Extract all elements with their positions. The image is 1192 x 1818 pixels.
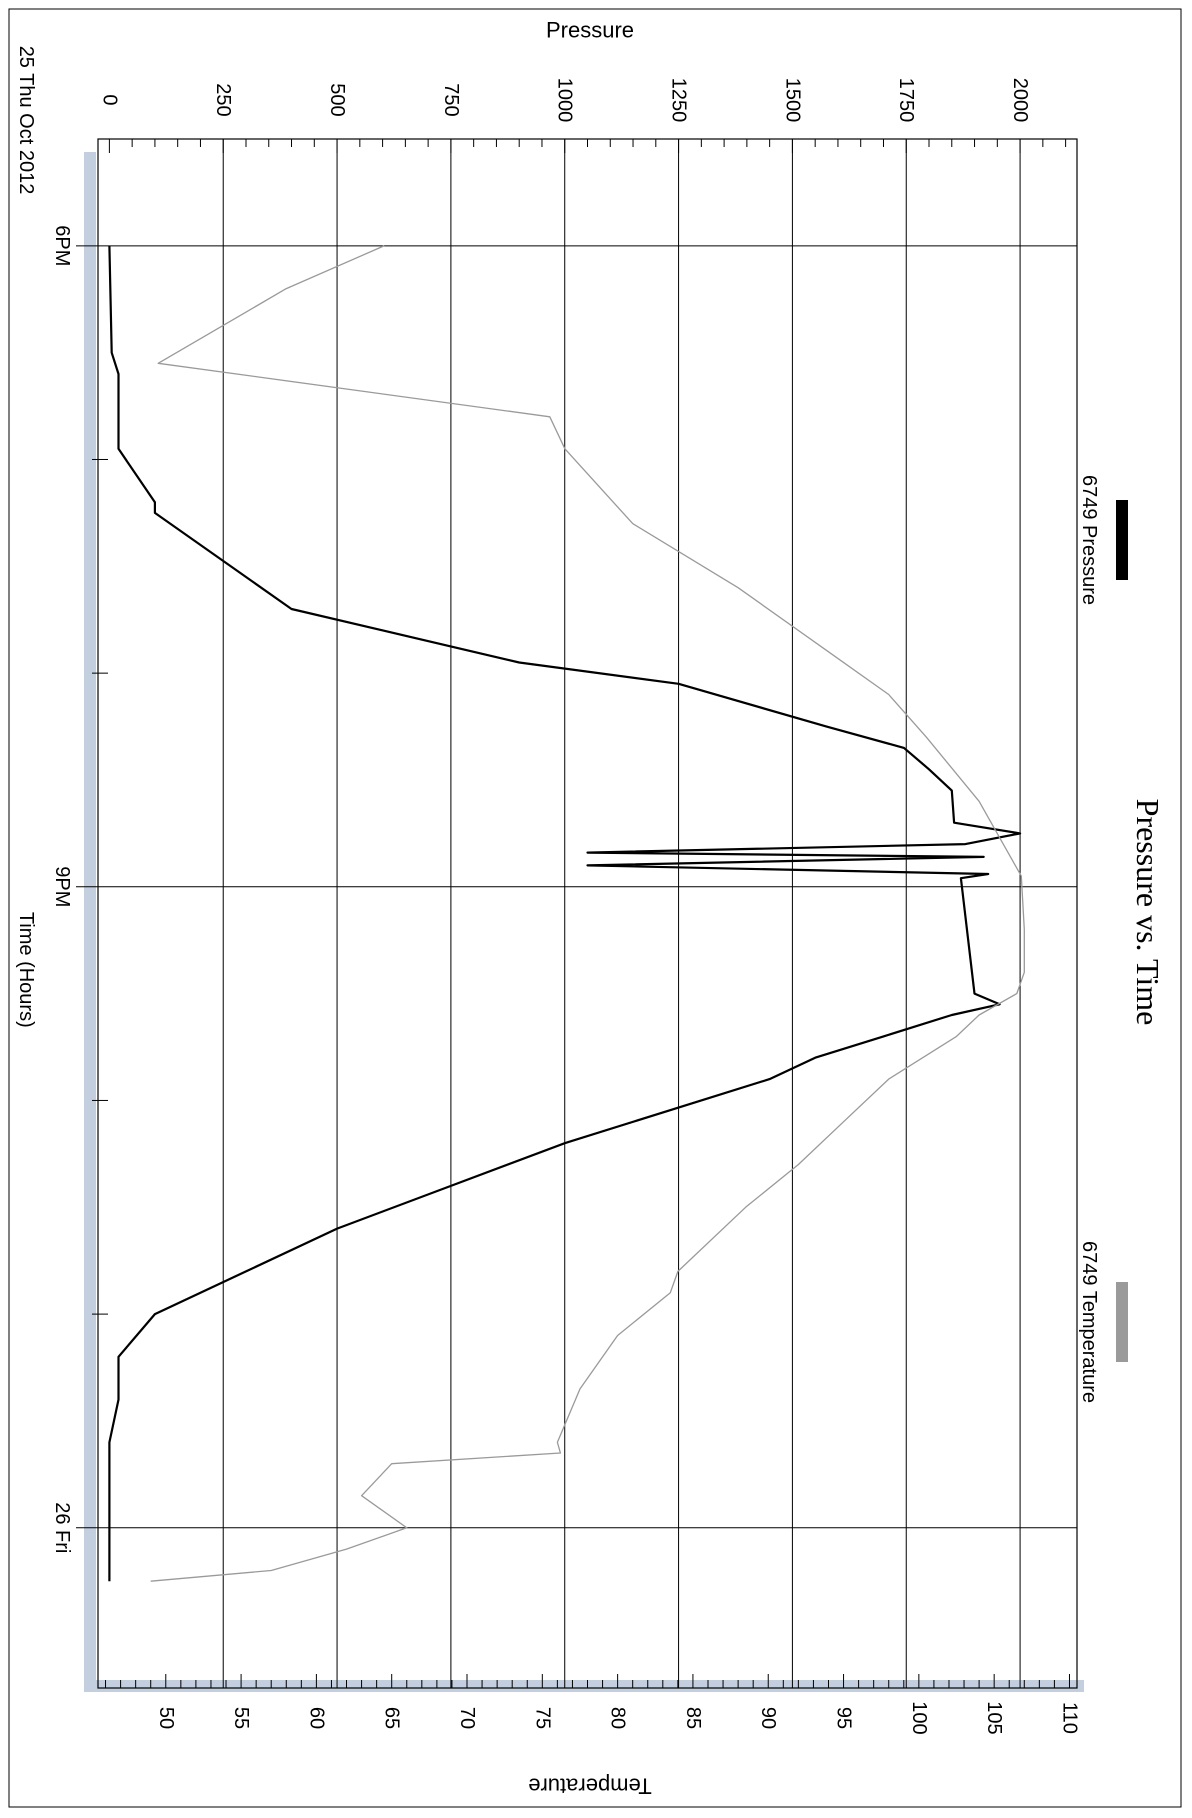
pressure-tick-label: 250 (212, 83, 234, 116)
temperature-tick-label: 75 (531, 1707, 553, 1729)
chart-title: Pressure vs. Time (1130, 799, 1166, 1026)
pressure-tick-label: 2000 (1009, 78, 1031, 123)
temperature-tick-label: 100 (908, 1701, 930, 1734)
temperature-tick-label: 70 (456, 1707, 478, 1729)
pressure-tick-label: 1250 (668, 78, 690, 123)
temperature-tick-label: 110 (1058, 1702, 1080, 1734)
temperature-axis-title: Temperature (528, 1774, 652, 1799)
time-axis-title: Time (Hours) (15, 912, 37, 1028)
pressure-series-line (108, 245, 1022, 1582)
temperature-tick-label: 80 (607, 1707, 629, 1729)
pressure-tick-label: 750 (440, 83, 462, 116)
temperature-tick-label: 50 (155, 1707, 177, 1729)
temperature-tick-label: 65 (381, 1707, 403, 1729)
time-axis-shade (84, 152, 96, 1692)
pressure-tick-label: 0 (98, 94, 120, 105)
date-label: 25 Thu Oct 2012 (15, 46, 37, 195)
pressure-tick-label: 500 (326, 83, 348, 116)
temperature-series-line (150, 245, 1025, 1582)
temperature-axis-shade (84, 1680, 1084, 1692)
pressure-legend-label: 6749 Pressure (1078, 475, 1100, 605)
temperature-tick-label: 105 (983, 1701, 1005, 1734)
temperature-tick-label: 60 (305, 1707, 327, 1729)
legend-swatch (1116, 1282, 1128, 1362)
time-tick-label: 6PM (51, 225, 73, 266)
temperature-tick-label: 90 (757, 1707, 779, 1729)
temperature-tick-label: 85 (682, 1707, 704, 1729)
time-tick-label: 9PM (51, 866, 73, 907)
pressure-tick-label: 1750 (895, 78, 917, 123)
outer-frame (8, 8, 1182, 1808)
pressure-tick-label: 1500 (781, 78, 803, 123)
temperature-legend-label: 6749 Temperature (1078, 1241, 1100, 1403)
pressure-axis-title: Pressure (546, 18, 634, 43)
legend-swatch (1116, 500, 1128, 580)
temperature-tick-label: 55 (230, 1707, 252, 1729)
time-tick-label: 26 Fri (51, 1502, 73, 1553)
pressure-tick-label: 1000 (554, 78, 576, 123)
temperature-tick-label: 95 (833, 1707, 855, 1729)
